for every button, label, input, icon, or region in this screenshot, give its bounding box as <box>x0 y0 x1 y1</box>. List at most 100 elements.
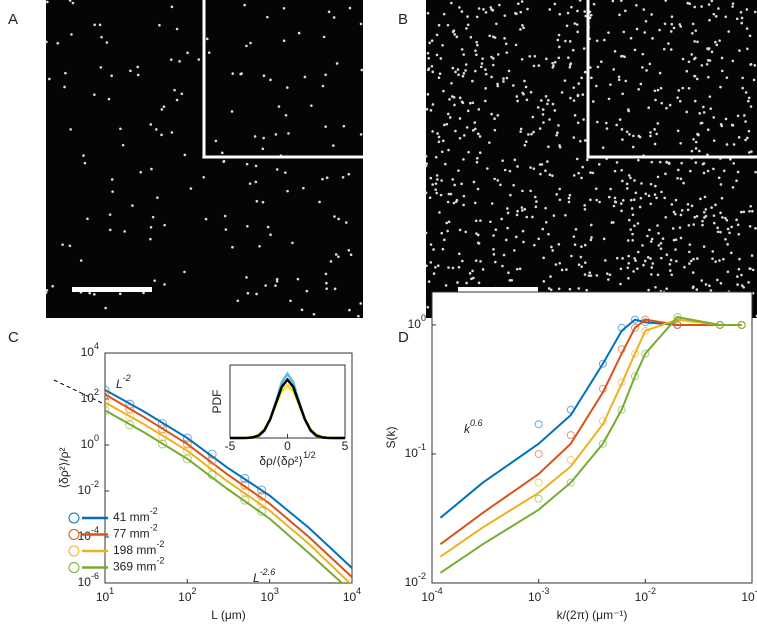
particle <box>636 222 640 225</box>
particle <box>615 161 619 164</box>
particle <box>557 124 560 127</box>
particle <box>573 114 577 117</box>
y-tick-label: 104 <box>81 341 99 359</box>
particle <box>699 122 703 125</box>
particle <box>589 274 593 277</box>
particle <box>465 126 469 129</box>
particle <box>557 243 561 246</box>
particle <box>305 289 309 293</box>
particle <box>490 112 493 116</box>
particle <box>629 176 632 180</box>
particle <box>712 214 716 217</box>
particle <box>472 180 476 184</box>
particle <box>110 178 114 181</box>
particle <box>749 105 753 108</box>
particle <box>119 127 122 131</box>
particle <box>551 249 554 252</box>
particle <box>700 279 704 282</box>
particle <box>653 128 656 131</box>
particle <box>297 31 301 35</box>
particle <box>590 236 593 239</box>
particle <box>600 60 603 63</box>
particle <box>160 108 164 111</box>
particle <box>499 183 502 187</box>
particle <box>729 251 733 255</box>
series-line <box>105 409 344 583</box>
particle <box>170 5 174 9</box>
particle <box>647 194 651 198</box>
particle <box>523 143 527 147</box>
particle <box>725 143 729 146</box>
particle <box>496 84 499 88</box>
superscript: -4 <box>435 586 443 596</box>
particle <box>641 52 645 56</box>
particle <box>522 26 525 30</box>
particle <box>589 238 593 242</box>
particle <box>312 312 316 316</box>
particle <box>448 116 452 119</box>
particle <box>744 91 748 94</box>
particle <box>650 237 654 241</box>
particle <box>577 82 581 85</box>
particle <box>476 132 480 136</box>
particle <box>348 308 351 312</box>
particle <box>451 178 455 181</box>
particle <box>333 215 336 218</box>
particle <box>526 7 529 11</box>
particle <box>739 10 743 14</box>
particle <box>641 244 644 247</box>
particle <box>467 150 470 154</box>
particle <box>436 178 439 181</box>
particle <box>274 284 277 287</box>
particle <box>476 43 479 47</box>
particle <box>612 68 615 71</box>
particle <box>575 157 579 161</box>
particle <box>570 254 573 258</box>
particle <box>607 278 610 281</box>
panel-label: D <box>398 329 409 346</box>
data-point <box>641 326 650 335</box>
particle <box>621 257 624 260</box>
particle <box>502 253 506 257</box>
x-axis-label: L (μm) <box>211 608 245 622</box>
particle <box>694 140 698 144</box>
particle <box>647 106 651 109</box>
particle <box>679 213 683 217</box>
particle <box>552 214 556 217</box>
particle <box>245 162 249 166</box>
particle <box>695 288 699 291</box>
particle <box>231 245 234 249</box>
particle <box>580 176 583 180</box>
particle <box>557 33 561 37</box>
particle <box>720 124 724 128</box>
particle <box>580 265 584 268</box>
particle <box>570 5 573 9</box>
particle <box>694 29 698 32</box>
particle <box>604 259 607 262</box>
data-point <box>673 313 682 322</box>
particle <box>533 243 536 247</box>
particle <box>558 198 562 202</box>
particle <box>621 199 625 202</box>
particle <box>342 124 346 128</box>
particle <box>488 141 491 144</box>
particle <box>437 76 441 79</box>
particle <box>183 153 187 157</box>
particle <box>707 3 711 6</box>
particle <box>454 70 457 74</box>
particle <box>571 48 575 52</box>
particle <box>437 140 441 144</box>
particle <box>291 241 294 245</box>
particle <box>435 53 439 57</box>
particle <box>736 223 740 227</box>
particle <box>457 252 461 256</box>
particle <box>514 43 518 47</box>
particle <box>456 68 460 71</box>
particle <box>660 101 664 105</box>
particle <box>548 173 552 177</box>
particle <box>83 161 87 165</box>
particle <box>632 134 635 138</box>
particle <box>492 234 495 237</box>
particle <box>624 9 627 13</box>
particle <box>746 136 749 140</box>
